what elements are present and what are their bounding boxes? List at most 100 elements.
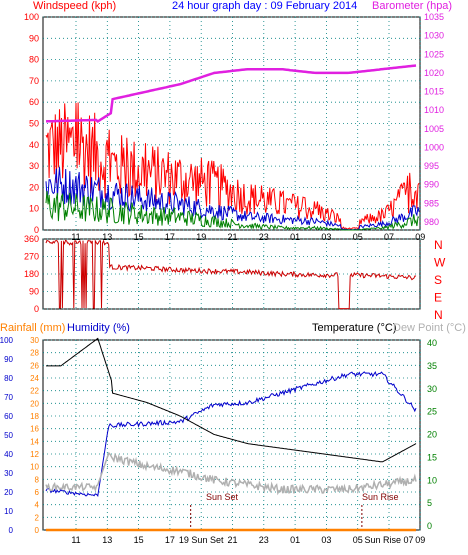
barometer-axis-title: Barometer (hpa)	[372, 0, 452, 12]
windspeed-tick-label: 90	[29, 33, 39, 43]
hour-tick-label: 15	[134, 535, 144, 545]
rainfall-tick-label: 26	[30, 361, 39, 370]
hour-tick-label: 23	[259, 535, 269, 545]
windspeed-tick-label: 20	[29, 182, 39, 192]
barometer-tick-label: 1030	[424, 31, 444, 41]
rainfall-tick-label: 18	[30, 412, 39, 421]
compass-label: S	[434, 273, 442, 287]
rainfall-tick-label: 6	[35, 488, 40, 497]
hour-tick-label: 01	[290, 232, 300, 242]
hour-tick-label: 05	[353, 535, 363, 545]
compass-label: N	[434, 308, 443, 322]
barometer-tick-label: 1005	[424, 124, 444, 134]
hour-tick-label: 13	[102, 232, 112, 242]
compass-label: N	[434, 238, 443, 252]
humidity-tick-label: 100	[0, 336, 14, 345]
temperature-tick-label: 10	[427, 475, 437, 485]
barometer-tick-label: 1025	[424, 49, 444, 59]
hour-tick-label: 11	[71, 535, 80, 545]
barometer-tick-label: 990	[424, 180, 439, 190]
dewpoint-axis-title: Dew Point (°C)	[393, 322, 466, 334]
humidity-tick-label: 0	[9, 526, 14, 535]
temperature-tick-label: 5	[427, 498, 432, 508]
barometer-tick-label: 985	[424, 198, 439, 208]
windspeed-tick-label: 80	[29, 55, 39, 65]
barometer-tick-label: 1020	[424, 68, 444, 78]
temperature-tick-label: 30	[427, 384, 437, 394]
compass-label: W	[434, 256, 446, 270]
rainfall-tick-label: 28	[30, 349, 39, 358]
barometer-tick-label: 995	[424, 161, 439, 171]
temperature-tick-label: 25	[427, 407, 437, 417]
rainfall-tick-label: 10	[30, 463, 39, 472]
rainfall-tick-label: 8	[35, 475, 40, 484]
rainfall-tick-label: 2	[35, 513, 40, 522]
temperature-tick-label: 35	[427, 361, 437, 371]
hour-tick-label: 09	[415, 232, 425, 242]
humidity-tick-label: 70	[4, 393, 13, 402]
hour-tick-label: 05	[353, 232, 363, 242]
hour-tick-label: 15	[134, 232, 144, 242]
windspeed-tick-label: 100	[24, 12, 39, 22]
hour-tick-label: 03	[321, 232, 331, 242]
barometer-tick-label: 1010	[424, 105, 444, 115]
windspeed-tick-label: 10	[29, 204, 39, 214]
rainfall-tick-label: 22	[30, 387, 39, 396]
windspeed-tick-label: 0	[34, 225, 39, 235]
hour-tick-label: 23	[259, 232, 269, 242]
barometer-tick-label: 1035	[424, 12, 444, 22]
barometer-tick-label: 1000	[424, 142, 444, 152]
windspeed-tick-label: 40	[29, 140, 39, 150]
temperature-tick-label: 40	[427, 338, 437, 348]
sunset-label: Sun Set	[206, 492, 239, 502]
hour-tick-label: 01	[290, 535, 300, 545]
temperature-axis-title: Temperature (°C)	[312, 322, 396, 334]
direction-tick-label: 270	[24, 252, 39, 262]
windspeed-tick-label: 30	[29, 161, 39, 171]
gridlines	[43, 16, 421, 531]
compass-label: E	[434, 291, 442, 305]
wind-low-line	[45, 191, 420, 231]
humidity-tick-label: 30	[4, 469, 13, 478]
windspeed-tick-label: 50	[29, 119, 39, 129]
direction-tick-label: 180	[24, 269, 39, 279]
hour-tick-label: Sun Rise 07	[364, 535, 413, 545]
hour-tick-label: 19	[196, 232, 206, 242]
hour-tick-label: 13	[102, 535, 112, 545]
windspeed-axis-title: Windspeed (kph)	[33, 0, 116, 12]
rainfall-tick-label: 14	[30, 437, 39, 446]
humidity-tick-label: 10	[4, 507, 13, 516]
direction-tick-label: 360	[24, 234, 39, 244]
humidity-tick-label: 90	[4, 355, 13, 364]
hour-tick-label: 07	[384, 232, 394, 242]
wind-gust-line	[45, 102, 420, 230]
barometer-tick-label: 1015	[424, 87, 444, 97]
barometer-tick-label: 980	[424, 217, 439, 227]
direction-tick-label: 90	[29, 287, 39, 297]
humidity-tick-label: 80	[4, 374, 13, 383]
wind-direction-line	[45, 239, 417, 310]
hour-tick-label: 21	[227, 535, 237, 545]
temperature-tick-label: 20	[427, 430, 437, 440]
sunrise-label: Sun Rise	[362, 492, 399, 502]
windspeed-tick-label: 60	[29, 97, 39, 107]
hour-tick-label: 09	[415, 535, 425, 545]
rainfall-tick-label: 12	[30, 450, 39, 459]
humidity-tick-label: 50	[4, 431, 13, 440]
humidity-tick-label: 20	[4, 488, 13, 497]
rainfall-tick-label: 4	[35, 501, 40, 510]
temperature-line	[46, 337, 417, 463]
rainfall-tick-label: 30	[30, 336, 39, 345]
hour-tick-label: 19 Sun Set	[179, 535, 224, 545]
temperature-tick-label: 15	[427, 452, 437, 462]
rainfall-tick-label: 0	[35, 526, 40, 535]
dewpoint-line	[45, 451, 417, 496]
hour-tick-label: 17	[165, 232, 175, 242]
rainfall-tick-label: 24	[30, 374, 39, 383]
humidity-axis-title: Humidity (%)	[67, 322, 130, 334]
humidity-tick-label: 60	[4, 412, 13, 421]
temperature-tick-label: 0	[427, 521, 432, 531]
hour-tick-label: 03	[321, 535, 331, 545]
hour-tick-label: 11	[71, 232, 80, 242]
